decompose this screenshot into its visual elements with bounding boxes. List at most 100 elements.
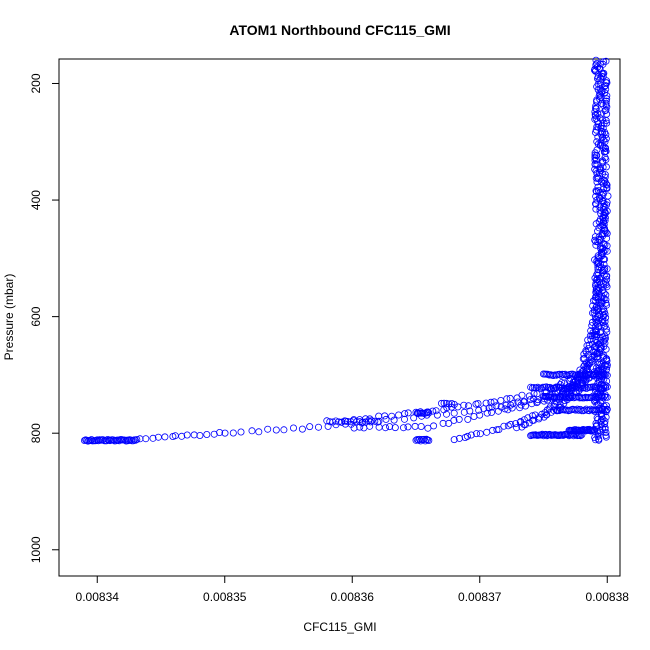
data-point	[603, 184, 611, 192]
data-point	[289, 424, 297, 432]
data-point	[598, 410, 606, 418]
data-points	[81, 56, 612, 445]
data-point	[196, 431, 204, 439]
data-point	[551, 384, 559, 392]
data-point	[460, 408, 468, 416]
data-point	[599, 315, 607, 323]
y-tick-label: 400	[29, 190, 43, 210]
data-point	[593, 302, 601, 310]
x-tick-label: 0.00834	[76, 590, 120, 604]
data-point	[424, 424, 432, 432]
data-point	[429, 407, 437, 415]
data-point	[404, 409, 412, 417]
data-point	[592, 56, 600, 64]
data-point	[603, 283, 611, 291]
data-point	[497, 396, 505, 404]
data-point	[400, 415, 408, 423]
data-point	[443, 399, 451, 407]
data-point	[442, 410, 450, 418]
data-point	[94, 437, 102, 445]
data-point	[593, 353, 601, 361]
data-point	[535, 413, 543, 421]
data-point	[594, 319, 602, 327]
data-point	[149, 434, 157, 442]
data-point	[433, 411, 441, 419]
data-point	[600, 202, 608, 210]
data-point	[602, 433, 610, 441]
data-point	[476, 411, 484, 419]
data-point	[482, 399, 490, 407]
data-point	[404, 423, 412, 431]
data-point	[411, 422, 419, 430]
data-point	[460, 401, 468, 409]
data-point	[522, 402, 530, 410]
data-point	[591, 66, 599, 74]
data-point	[600, 255, 608, 263]
data-point	[298, 425, 306, 433]
data-point	[463, 432, 471, 440]
data-point	[555, 370, 563, 378]
data-point	[594, 187, 602, 195]
x-tick-label: 0.00835	[203, 590, 247, 604]
data-point	[603, 103, 611, 111]
data-point	[142, 435, 150, 443]
y-tick-label: 200	[29, 73, 43, 93]
data-point	[602, 296, 610, 304]
data-point	[593, 151, 601, 159]
data-point	[602, 106, 610, 114]
data-point	[425, 409, 433, 417]
data-point	[526, 396, 534, 404]
data-point	[593, 98, 601, 106]
data-point	[592, 112, 600, 120]
data-point	[601, 391, 609, 399]
data-point	[599, 158, 607, 166]
data-point	[483, 409, 491, 417]
data-point	[229, 429, 237, 437]
data-point	[464, 402, 472, 410]
data-point	[466, 407, 474, 415]
data-point	[594, 432, 602, 440]
data-point	[603, 181, 611, 189]
data-point	[439, 419, 447, 427]
data-point	[576, 366, 584, 374]
data-point	[603, 229, 611, 237]
data-point	[597, 418, 605, 426]
data-point	[437, 399, 445, 407]
data-point	[280, 426, 288, 434]
data-point	[445, 400, 453, 408]
data-point	[367, 418, 375, 426]
data-point	[574, 383, 582, 391]
data-point	[388, 412, 396, 420]
data-point	[578, 431, 586, 439]
data-point	[216, 428, 224, 436]
data-point	[589, 302, 597, 310]
data-point	[595, 92, 603, 100]
data-point	[582, 347, 590, 355]
data-point	[602, 291, 610, 299]
data-point	[487, 398, 495, 406]
data-point	[577, 432, 585, 440]
data-point	[591, 348, 599, 356]
y-tick-label: 600	[29, 306, 43, 326]
data-point	[489, 426, 497, 434]
data-point	[602, 144, 610, 152]
plot-frame	[58, 58, 621, 577]
data-point	[183, 431, 191, 439]
x-tick-label: 0.00837	[458, 590, 502, 604]
data-point	[533, 399, 541, 407]
data-point	[595, 436, 603, 444]
data-point	[603, 275, 611, 283]
data-point	[593, 350, 601, 358]
data-point	[255, 428, 263, 436]
data-point	[401, 410, 409, 418]
data-point	[592, 436, 600, 444]
data-point	[594, 133, 602, 141]
data-point	[601, 214, 609, 222]
data-point	[455, 415, 463, 423]
data-point	[593, 178, 601, 186]
data-point	[390, 416, 398, 424]
data-point	[595, 224, 603, 232]
data-point	[500, 422, 508, 430]
data-point	[508, 404, 516, 412]
x-tick-label: 0.00838	[586, 590, 630, 604]
